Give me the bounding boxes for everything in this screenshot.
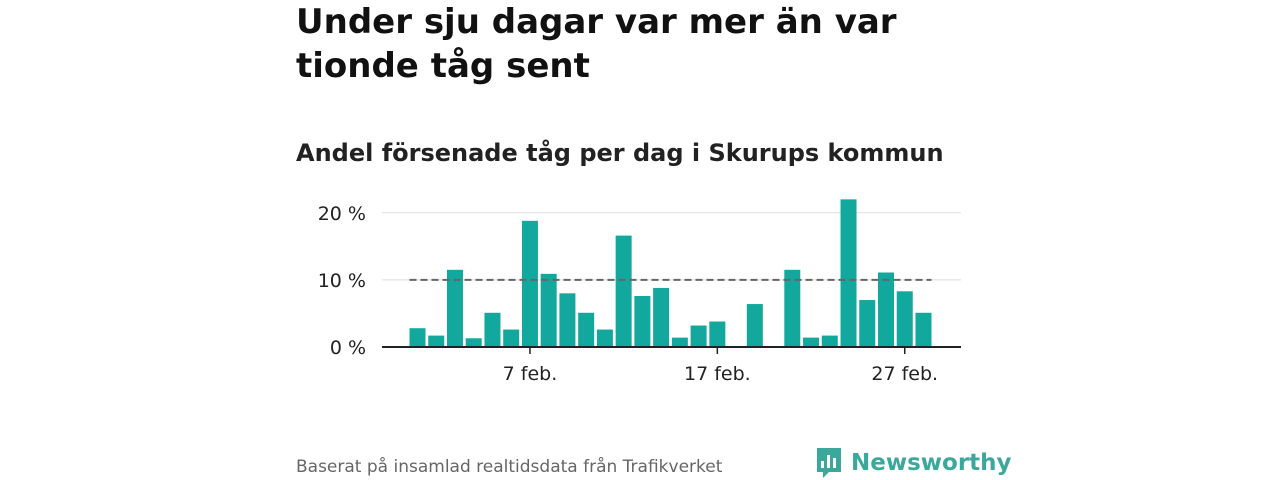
bar [840,199,857,347]
bar [596,329,613,347]
bar [915,312,932,347]
y-tick-label: 0 % [330,337,366,359]
newsworthy-icon [817,448,841,478]
bar [465,338,482,347]
bar [896,291,913,347]
chart-title: Under sju dagar var mer än var tionde tå… [296,2,897,86]
bar [521,220,538,347]
bar [671,337,688,347]
bar [784,269,801,347]
bar [540,273,557,347]
bar [709,321,726,347]
bar [615,235,632,347]
y-tick-label: 20 % [318,203,366,225]
brand-name: Newsworthy [851,450,1012,476]
bar [690,325,707,347]
bar [859,300,876,347]
bar [878,272,894,347]
x-tick-label: 17 feb. [684,363,751,385]
bar [803,337,820,347]
bar [446,269,463,347]
y-tick-label: 10 % [318,270,366,292]
bar [484,312,501,347]
x-tick-label: 27 feb. [871,363,938,385]
chart-subtitle: Andel försenade tåg per dag i Skurups ko… [296,139,944,167]
bar [559,293,576,347]
bar [634,295,651,347]
bar [821,335,838,347]
bar [746,304,763,347]
newsworthy-logo[interactable]: Newsworthy [815,446,1012,480]
source-note: Baserat på insamlad realtidsdata från Tr… [296,457,723,477]
bar [578,312,595,347]
bar [653,287,670,347]
bar [503,329,520,347]
x-tick-label: 7 feb. [503,363,558,385]
bar [428,335,445,347]
bar [409,328,426,347]
